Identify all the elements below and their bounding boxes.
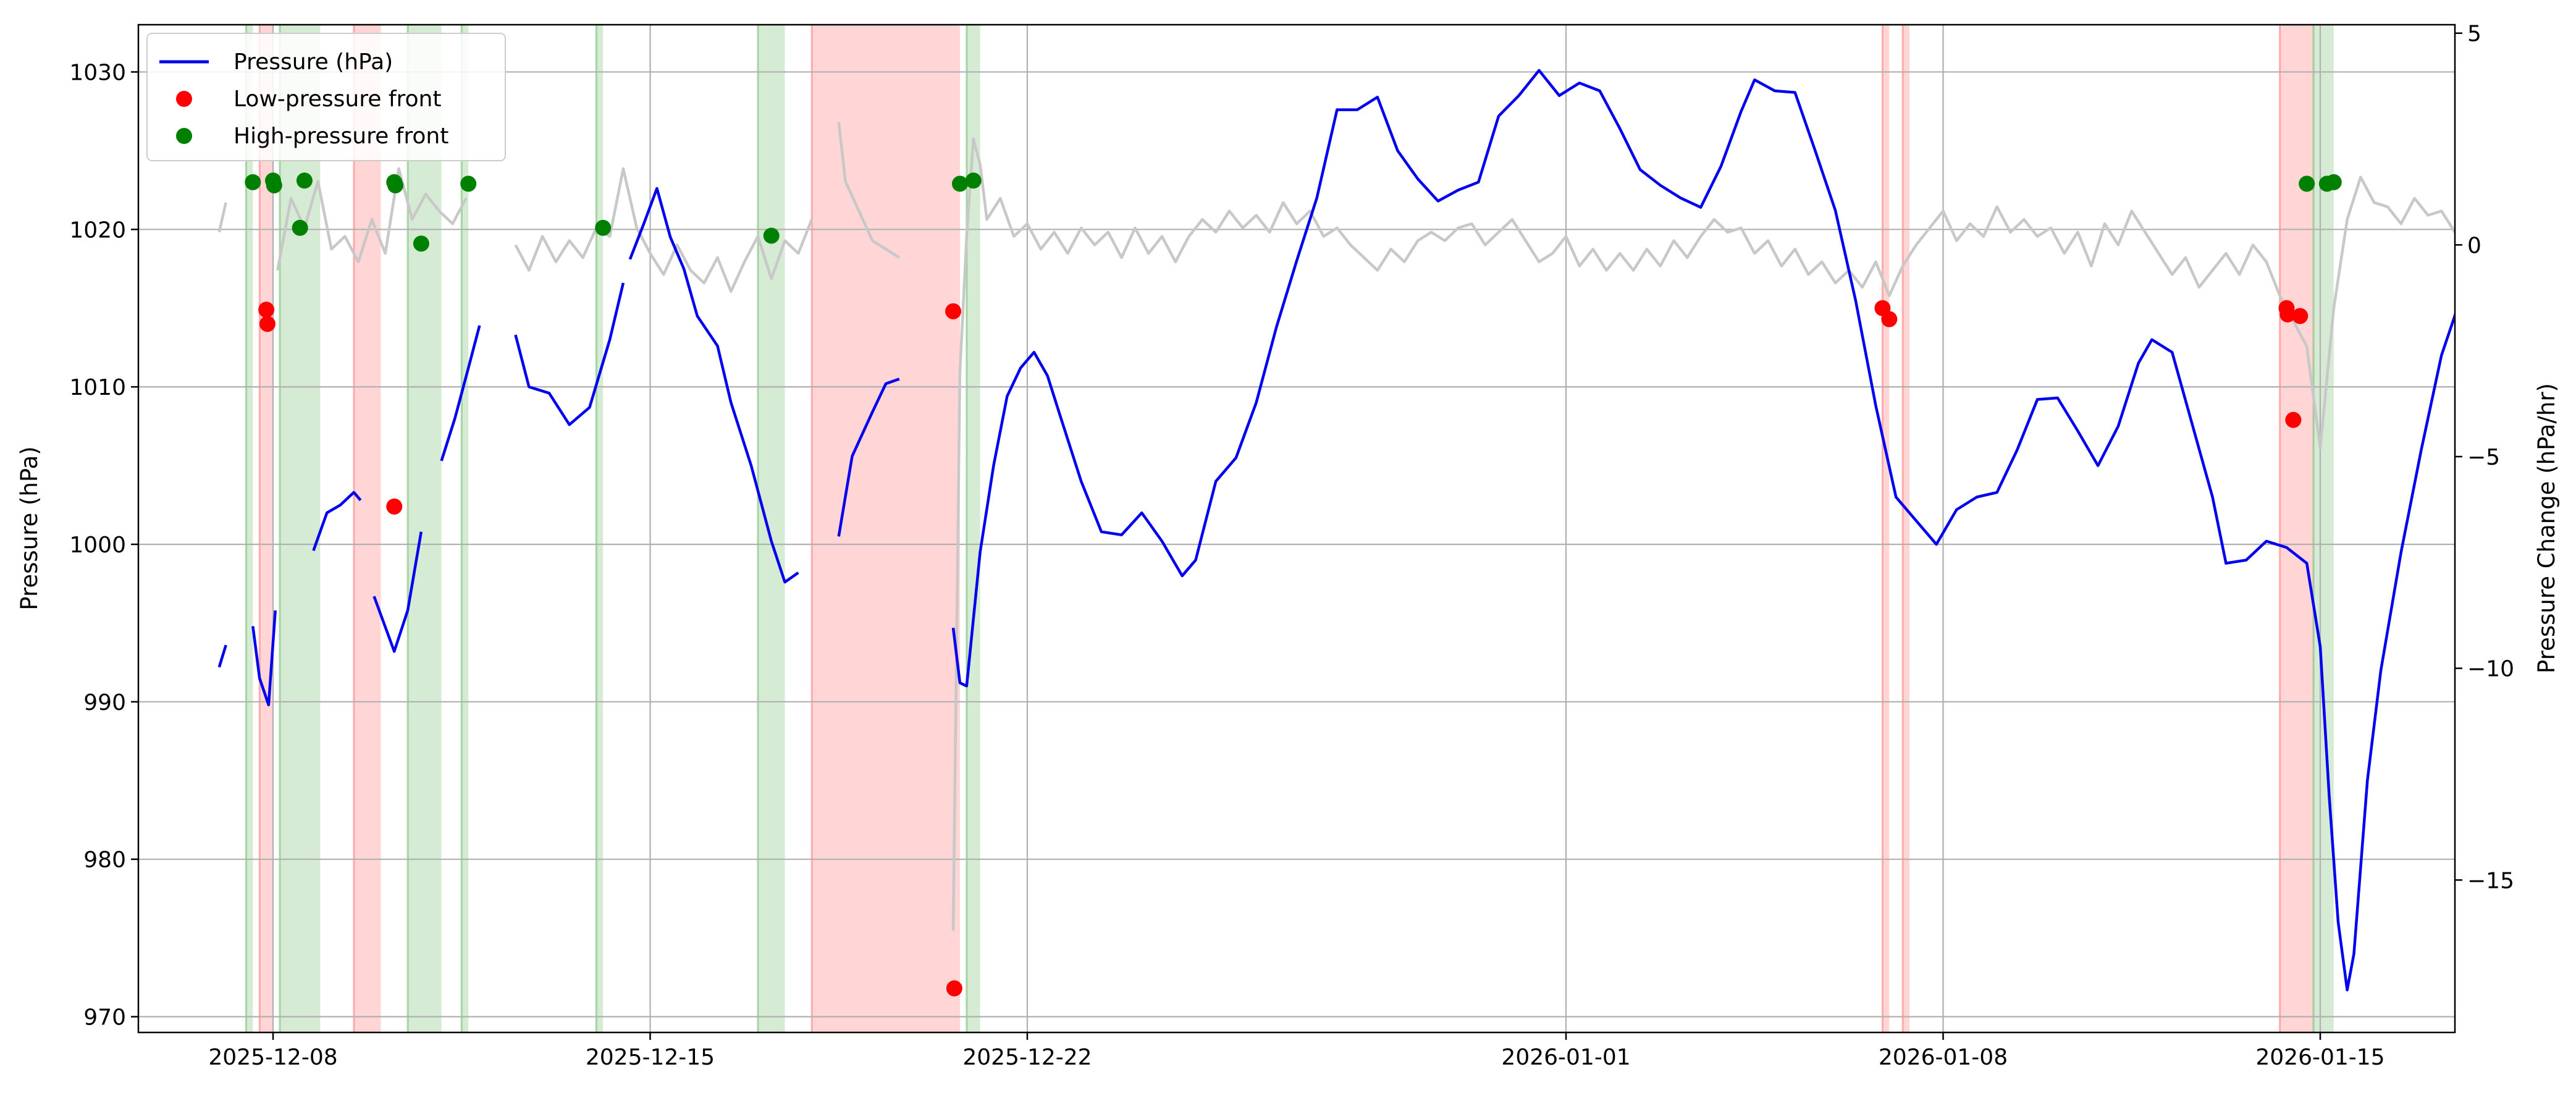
low-pressure-front-point-10 (2292, 308, 2309, 324)
low-pressure-band-4 (1903, 25, 1910, 1032)
legend: Pressure (hPa) Low-pressure front High-p… (146, 33, 506, 161)
pressure-change-line-0 (217, 202, 227, 233)
low-pressure-front-point-1 (259, 316, 276, 332)
low-pressure-band-2 (812, 25, 960, 1032)
y-right-tick-label-0: −15 (2467, 868, 2514, 893)
low-pressure-band-0 (259, 25, 274, 1032)
low-pressure-front-point-3 (945, 303, 962, 319)
high-pressure-front-point-10 (763, 227, 780, 244)
high-pressure-band-0 (246, 25, 253, 1032)
y-axis-right: −15 −10 −5 0 5 (2455, 22, 2514, 893)
high-pressure-band-3 (461, 25, 469, 1032)
pressure-line-1 (251, 610, 277, 707)
pressure-line-4 (440, 325, 481, 462)
pressure-change-line-4 (951, 137, 2455, 931)
low-pressure-band-3 (1882, 25, 1890, 1032)
x-tick-label-5: 2026-01-15 (2255, 1045, 2384, 1070)
high-pressure-front-point-2 (266, 177, 282, 193)
y-right-tick-label-3: 0 (2467, 233, 2481, 258)
pressure-line-6 (628, 187, 799, 584)
x-axis: 2025-12-08 2025-12-15 2025-12-22 2026-01-01… (208, 1032, 2385, 1070)
high-pressure-front-point-6 (387, 177, 404, 193)
high-pressure-band-7 (2313, 25, 2334, 1032)
grid-layer (138, 25, 2455, 1032)
pressure-change-line-2 (514, 167, 814, 293)
low-pressure-band-1 (353, 25, 381, 1032)
high-pressure-band-4 (596, 25, 604, 1032)
y-right-tick-label-2: −5 (2467, 445, 2500, 470)
high-pressure-band-6 (966, 25, 980, 1032)
legend-box (146, 33, 506, 161)
legend-swatch-high-front (176, 128, 192, 144)
pressure-line-5 (514, 282, 625, 426)
y-left-tick-label-1: 980 (83, 848, 126, 873)
pressure-line-7 (837, 378, 900, 537)
high-pressure-band-2 (408, 25, 442, 1032)
high-pressure-front-point-0 (245, 174, 261, 190)
high-pressure-front-point-3 (292, 219, 308, 236)
x-tick-label-3: 2026-01-01 (1501, 1045, 1630, 1070)
pressure-line-2 (312, 491, 362, 551)
low-pressure-front-point-0 (258, 302, 275, 318)
y-left-tick-label-3: 1000 (69, 533, 126, 558)
legend-swatch-low-front (176, 91, 192, 107)
legend-label-high-front: High-pressure front (234, 124, 448, 149)
high-pressure-front-point-15 (2325, 174, 2342, 190)
y-axis-left: 970 980 990 1000 1010 1020 1030 (69, 60, 138, 1031)
high-pressure-front-point-11 (951, 175, 968, 192)
y-axis-left-title: Pressure (hPa) (16, 446, 43, 610)
high-pressure-front-point-13 (2299, 175, 2315, 192)
high-pressure-front-point-7 (413, 235, 429, 252)
y-right-tick-label-4: 5 (2467, 22, 2481, 47)
y-left-tick-label-6: 1030 (69, 60, 126, 85)
pressure-layer (217, 69, 2455, 992)
pressure-line-0 (217, 644, 227, 668)
y-right-tick-label-1: −10 (2467, 657, 2514, 682)
x-tick-label-2: 2025-12-22 (962, 1045, 1092, 1070)
x-tick-label-0: 2025-12-08 (208, 1045, 337, 1070)
x-tick-label-1: 2025-12-15 (586, 1045, 715, 1070)
pressure-line-3 (373, 531, 423, 653)
plot-frame (137, 23, 2456, 1034)
bands-layer (245, 25, 2334, 1032)
pressure-line-8 (951, 69, 2455, 992)
legend-label-low-front: Low-pressure front (234, 87, 441, 112)
high-pressure-front-point-9 (595, 219, 612, 236)
low-pressure-front-point-2 (386, 498, 403, 515)
y-left-tick-label-5: 1020 (69, 217, 126, 243)
low-pressure-band-5 (2279, 25, 2314, 1032)
points-layer (245, 172, 2342, 997)
legend-label-pressure: Pressure (hPa) (234, 49, 393, 75)
change-layer (217, 122, 2455, 931)
high-pressure-front-point-4 (296, 172, 313, 189)
low-pressure-front-point-9 (2285, 411, 2302, 428)
x-tick-label-4: 2026-01-08 (1879, 1045, 2008, 1070)
pressure-change-line-3 (837, 122, 900, 259)
high-pressure-band-5 (757, 25, 785, 1032)
high-pressure-front-point-12 (965, 172, 982, 189)
low-pressure-front-point-8 (2279, 306, 2296, 323)
y-left-tick-label-2: 990 (83, 690, 126, 715)
y-axis-right-title: Pressure Change (hPa/hr) (2533, 383, 2560, 673)
y-left-tick-label-0: 970 (83, 1005, 126, 1031)
high-pressure-front-point-8 (460, 175, 477, 192)
y-left-tick-label-4: 1010 (69, 375, 126, 400)
pressure-change-line-1 (276, 167, 468, 271)
low-pressure-front-point-4 (946, 980, 962, 997)
low-pressure-front-point-6 (1881, 311, 1898, 327)
